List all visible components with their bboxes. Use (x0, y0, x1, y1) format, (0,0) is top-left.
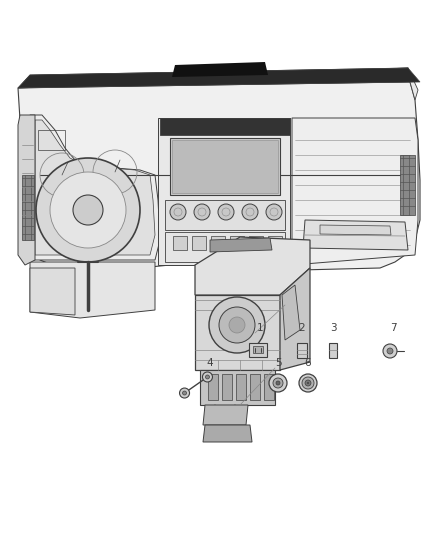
Polygon shape (192, 236, 206, 250)
Circle shape (302, 377, 314, 389)
Polygon shape (165, 232, 285, 262)
Text: 5: 5 (275, 358, 281, 368)
Text: 2: 2 (299, 323, 305, 333)
Polygon shape (250, 374, 260, 400)
Polygon shape (400, 155, 415, 215)
Circle shape (307, 382, 309, 384)
Polygon shape (203, 425, 252, 442)
Polygon shape (195, 295, 280, 370)
Circle shape (209, 297, 265, 353)
Circle shape (276, 381, 280, 385)
Polygon shape (30, 262, 155, 318)
Circle shape (273, 378, 283, 388)
Circle shape (383, 344, 397, 358)
Polygon shape (210, 238, 272, 252)
Circle shape (219, 307, 255, 343)
Circle shape (73, 195, 103, 225)
Polygon shape (253, 346, 263, 353)
Polygon shape (222, 374, 232, 400)
Text: 6: 6 (305, 358, 311, 368)
Polygon shape (208, 374, 218, 400)
Circle shape (387, 348, 393, 354)
Polygon shape (18, 68, 420, 88)
Circle shape (305, 380, 311, 386)
Text: 7: 7 (390, 323, 396, 333)
Polygon shape (18, 115, 35, 265)
Polygon shape (264, 374, 274, 400)
Polygon shape (282, 285, 300, 340)
Polygon shape (173, 236, 187, 250)
Polygon shape (18, 68, 418, 100)
Polygon shape (35, 120, 155, 255)
Circle shape (266, 204, 282, 220)
Circle shape (205, 375, 209, 379)
Circle shape (183, 391, 187, 395)
Polygon shape (30, 115, 160, 260)
Polygon shape (172, 62, 268, 77)
Polygon shape (22, 175, 34, 240)
Polygon shape (200, 370, 275, 405)
Polygon shape (249, 236, 263, 250)
Circle shape (50, 172, 126, 248)
Text: 1: 1 (257, 323, 263, 333)
Polygon shape (303, 220, 408, 250)
Polygon shape (292, 118, 418, 265)
Text: 3: 3 (330, 323, 336, 333)
Polygon shape (170, 138, 280, 195)
Polygon shape (236, 374, 246, 400)
Polygon shape (30, 268, 75, 315)
Polygon shape (160, 118, 290, 135)
Polygon shape (320, 225, 391, 235)
Circle shape (218, 204, 234, 220)
Polygon shape (195, 237, 310, 295)
Circle shape (194, 204, 210, 220)
Polygon shape (203, 405, 248, 425)
Polygon shape (230, 236, 244, 250)
Circle shape (269, 374, 287, 392)
Polygon shape (158, 118, 290, 265)
Circle shape (229, 317, 245, 333)
Polygon shape (18, 68, 420, 270)
Text: 4: 4 (207, 358, 213, 368)
Polygon shape (211, 236, 225, 250)
Polygon shape (280, 268, 310, 370)
Circle shape (242, 204, 258, 220)
Circle shape (36, 158, 140, 262)
Polygon shape (249, 343, 267, 357)
Polygon shape (297, 343, 307, 358)
Polygon shape (165, 200, 285, 230)
Polygon shape (329, 343, 337, 358)
Polygon shape (268, 236, 282, 250)
Circle shape (202, 372, 212, 382)
Circle shape (299, 374, 317, 392)
Circle shape (170, 204, 186, 220)
Polygon shape (172, 140, 278, 193)
Circle shape (180, 388, 190, 398)
